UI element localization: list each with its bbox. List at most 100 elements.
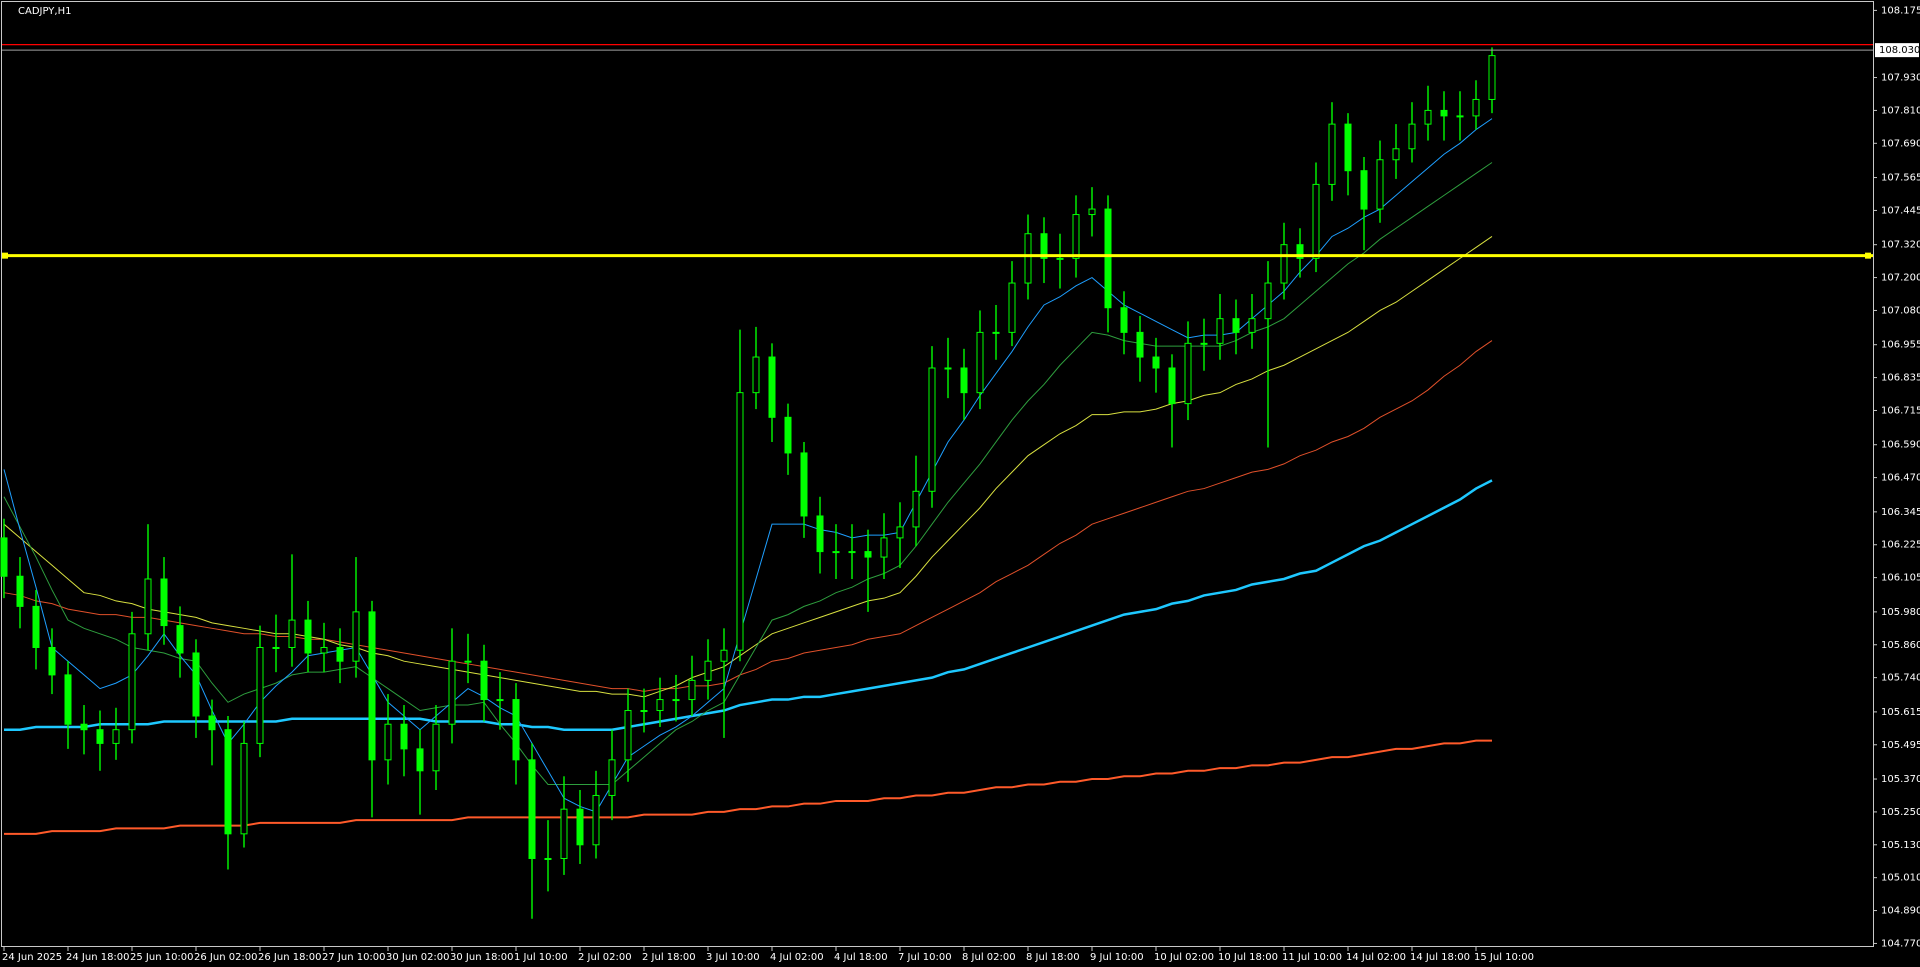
y-tick-label: 106.835 <box>1881 373 1920 384</box>
x-tick-label: 26 Jun 18:00 <box>258 952 322 963</box>
candle-body <box>896 526 904 539</box>
candle-body <box>1488 55 1496 100</box>
candle-body <box>288 619 296 648</box>
candle-body <box>1408 123 1416 150</box>
candle-body <box>1376 159 1384 210</box>
candle-body <box>688 679 696 701</box>
candle-body <box>1216 318 1224 344</box>
candle-body <box>768 356 776 418</box>
candle-body <box>368 611 376 761</box>
y-tick-label: 107.565 <box>1881 173 1920 184</box>
x-tick-label: 14 Jul 02:00 <box>1346 952 1406 963</box>
y-tick-label: 107.930 <box>1881 73 1920 84</box>
y-tick-label: 106.225 <box>1881 540 1920 551</box>
x-tick-label: 10 Jul 18:00 <box>1218 952 1278 963</box>
candle-body <box>1296 244 1304 259</box>
y-tick-label: 104.770 <box>1881 938 1920 949</box>
y-tick-label: 105.495 <box>1881 740 1920 751</box>
candle-body <box>80 723 88 731</box>
candle-body <box>544 857 552 860</box>
candle-body <box>352 611 360 662</box>
candle-body <box>384 723 392 761</box>
x-tick-label: 8 Jul 02:00 <box>962 952 1016 963</box>
x-tick-label: 27 Jun 10:00 <box>322 952 386 963</box>
candle-body <box>1040 233 1048 259</box>
candle-body <box>944 367 952 370</box>
indicator-line <box>4 479 1493 731</box>
candle-body <box>960 367 968 394</box>
x-tick-label: 11 Jul 10:00 <box>1282 952 1342 963</box>
y-tick-label: 107.690 <box>1881 138 1920 149</box>
candle-body <box>128 633 136 731</box>
bid-label: 108.030 <box>1879 45 1920 56</box>
x-tick-label: 4 Jul 18:00 <box>834 952 888 963</box>
candle-body <box>800 452 808 517</box>
candle-body <box>992 331 1000 334</box>
x-tick-label: 26 Jun 02:00 <box>194 952 258 963</box>
x-tick-label: 3 Jul 10:00 <box>706 952 760 963</box>
candle-body <box>512 699 520 761</box>
candle-body <box>1424 109 1432 125</box>
candle-body <box>576 808 584 846</box>
y-tick-label: 105.130 <box>1881 840 1920 851</box>
x-tick-label: 2 Jul 18:00 <box>642 952 696 963</box>
candle-body <box>1392 148 1400 161</box>
x-tick-label: 2 Jul 02:00 <box>578 952 632 963</box>
candle-body <box>880 537 888 558</box>
x-tick-label: 24 Jun 2025 <box>2 952 62 963</box>
candle-body <box>256 646 264 744</box>
candle-body <box>976 331 984 394</box>
candle-body <box>112 729 120 744</box>
candle-body <box>1088 208 1096 216</box>
candle-body <box>32 605 40 648</box>
candle-body <box>400 723 408 750</box>
candle-body <box>1456 115 1464 118</box>
candle-body <box>96 729 104 744</box>
candle-body <box>832 551 840 554</box>
candle-body <box>480 660 488 701</box>
candle-body <box>1024 233 1032 284</box>
y-tick-label: 107.810 <box>1881 105 1920 116</box>
candle-body <box>448 660 456 725</box>
candle-body <box>1280 244 1288 284</box>
candle-body <box>416 748 424 772</box>
candle-body <box>848 551 856 554</box>
candle-body <box>1200 342 1208 345</box>
candle-body <box>608 759 616 796</box>
y-tick-label: 105.615 <box>1881 707 1920 718</box>
candle-body <box>1008 282 1016 333</box>
y-tick-label: 106.345 <box>1881 507 1920 518</box>
candle-body <box>1120 307 1128 333</box>
y-tick-label: 105.740 <box>1881 673 1920 684</box>
x-tick-label: 1 Jul 10:00 <box>514 952 568 963</box>
y-tick-label: 107.200 <box>1881 273 1920 284</box>
candle-body <box>1168 367 1176 405</box>
y-tick-label: 106.470 <box>1881 473 1920 484</box>
candle-body <box>1184 342 1192 405</box>
x-tick-label: 14 Jul 18:00 <box>1410 952 1470 963</box>
candle-body <box>1136 331 1144 358</box>
candle-body <box>1056 257 1064 260</box>
candle-body <box>464 660 472 663</box>
x-tick-label: 15 Jul 10:00 <box>1474 952 1534 963</box>
candle-body <box>928 367 936 492</box>
candle-body <box>176 625 184 654</box>
candle-body <box>336 646 344 662</box>
y-tick-label: 107.080 <box>1881 305 1920 316</box>
x-tick-label: 30 Jun 18:00 <box>450 952 514 963</box>
y-tick-label: 105.980 <box>1881 607 1920 618</box>
y-tick-label: 105.250 <box>1881 807 1920 818</box>
candle-body <box>1264 282 1272 320</box>
candle-body <box>208 715 216 731</box>
bid-label-box <box>1875 43 1919 58</box>
y-tick-label: 105.860 <box>1881 640 1920 651</box>
candle-body <box>592 794 600 846</box>
x-tick-label: 30 Jun 02:00 <box>386 952 450 963</box>
candle-body <box>560 808 568 859</box>
level-handle <box>1865 252 1871 259</box>
indicator-line <box>3 236 1493 698</box>
candle-body <box>240 742 248 835</box>
candle-body <box>528 759 536 859</box>
